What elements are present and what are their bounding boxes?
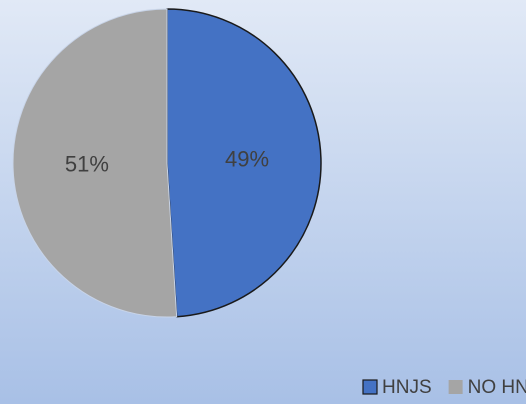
legend-label: HNJS	[382, 377, 432, 398]
legend-swatch	[362, 379, 378, 395]
pie: 49% 51%	[12, 8, 322, 318]
data-label: 51%	[65, 151, 109, 176]
pie-slice	[166, 8, 322, 318]
data-label: 49%	[225, 146, 269, 171]
legend: HNJS NO HNJS	[362, 377, 526, 398]
legend-label: NO HNJS	[468, 377, 526, 398]
pie-slice	[12, 8, 178, 318]
legend-swatch	[448, 380, 463, 394]
